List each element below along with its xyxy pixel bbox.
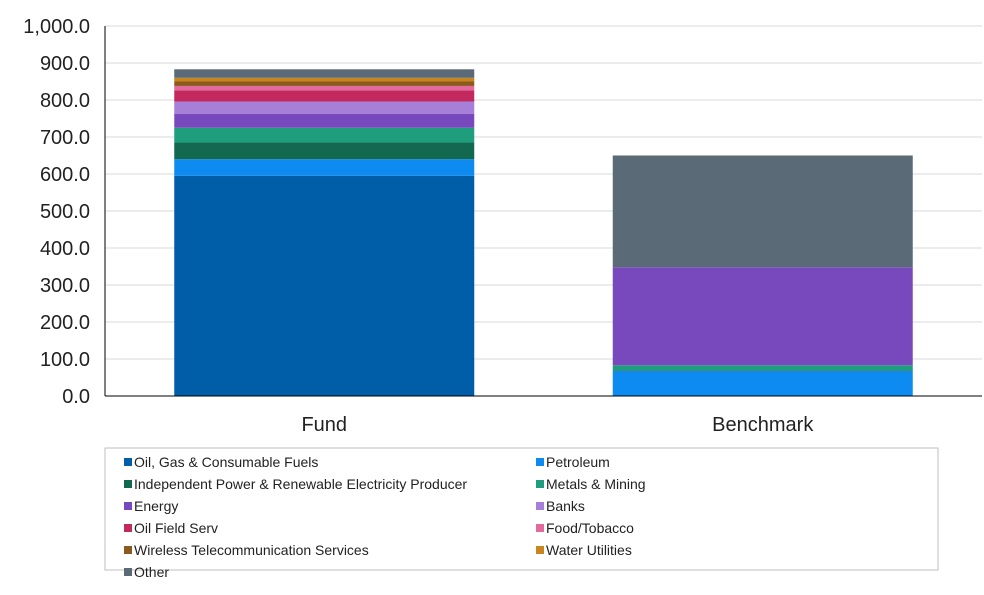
legend-entry: Energy — [134, 498, 178, 514]
bar-segment — [174, 159, 475, 176]
legend-entry: Other — [134, 564, 169, 580]
legend-box — [104, 447, 939, 571]
bars — [174, 69, 913, 396]
legend-swatch — [124, 480, 132, 488]
y-tick-label: 600.0 — [40, 164, 90, 186]
legend-swatch — [536, 480, 544, 488]
legend-entry: Wireless Telecommunication Services — [134, 542, 369, 558]
legend-entry: Oil, Gas & Consumable Fuels — [134, 454, 318, 470]
x-category-label: Fund — [301, 414, 347, 436]
bar-segment — [174, 175, 475, 396]
legend-swatch — [536, 524, 544, 532]
legend-entry: Banks — [546, 498, 585, 514]
axes: 0.0 100.0 200.0 300.0 400.0 500.0 600.0 700.0 80… — [23, 16, 982, 436]
y-tick-label: 0.0 — [62, 386, 90, 408]
legend-entry: Independent Power & Renewable Electricit… — [134, 476, 467, 492]
legend-swatch — [124, 546, 132, 554]
bar-segment — [174, 127, 475, 143]
bar-segment — [174, 101, 475, 114]
y-tick-label: 200.0 — [40, 312, 90, 334]
legend-swatch — [124, 568, 132, 576]
y-tick-label: 300.0 — [40, 275, 90, 297]
bar-segment — [612, 365, 913, 371]
legend-swatch — [124, 458, 132, 466]
legend-entry: Metals & Mining — [546, 476, 646, 492]
y-tick-label: 900.0 — [40, 53, 90, 75]
legend: Oil, Gas & Consumable Fuels Petroleum Inde… — [104, 447, 939, 580]
bar-segment — [174, 85, 475, 91]
y-tick-label: 1,000.0 — [23, 16, 90, 38]
legend-entry: Petroleum — [546, 454, 610, 470]
legend-swatch — [124, 524, 132, 532]
legend-swatch — [536, 502, 544, 510]
legend-swatch — [536, 458, 544, 466]
y-tick-label: 800.0 — [40, 90, 90, 112]
bar-segment — [174, 69, 475, 78]
legend-entry: Water Utilities — [546, 542, 632, 558]
y-tick-label: 400.0 — [40, 238, 90, 260]
y-tick-label: 100.0 — [40, 349, 90, 371]
legend-entry: Oil Field Serv — [134, 520, 218, 536]
bar-segment — [174, 77, 475, 82]
legend-swatch — [124, 502, 132, 510]
bar-segment — [612, 267, 913, 366]
bar-segment — [174, 81, 475, 86]
legend-entry: Food/Tobacco — [546, 520, 634, 536]
bar-segment — [612, 370, 913, 371]
bar-segment — [174, 90, 475, 102]
bar-segment — [612, 155, 913, 268]
bar-segment — [612, 370, 913, 396]
bar-segment — [174, 142, 475, 160]
x-category-label: Benchmark — [712, 414, 814, 436]
bar-segment — [174, 113, 475, 128]
legend-swatch — [536, 546, 544, 554]
y-tick-label: 700.0 — [40, 127, 90, 149]
y-tick-label: 500.0 — [40, 201, 90, 223]
